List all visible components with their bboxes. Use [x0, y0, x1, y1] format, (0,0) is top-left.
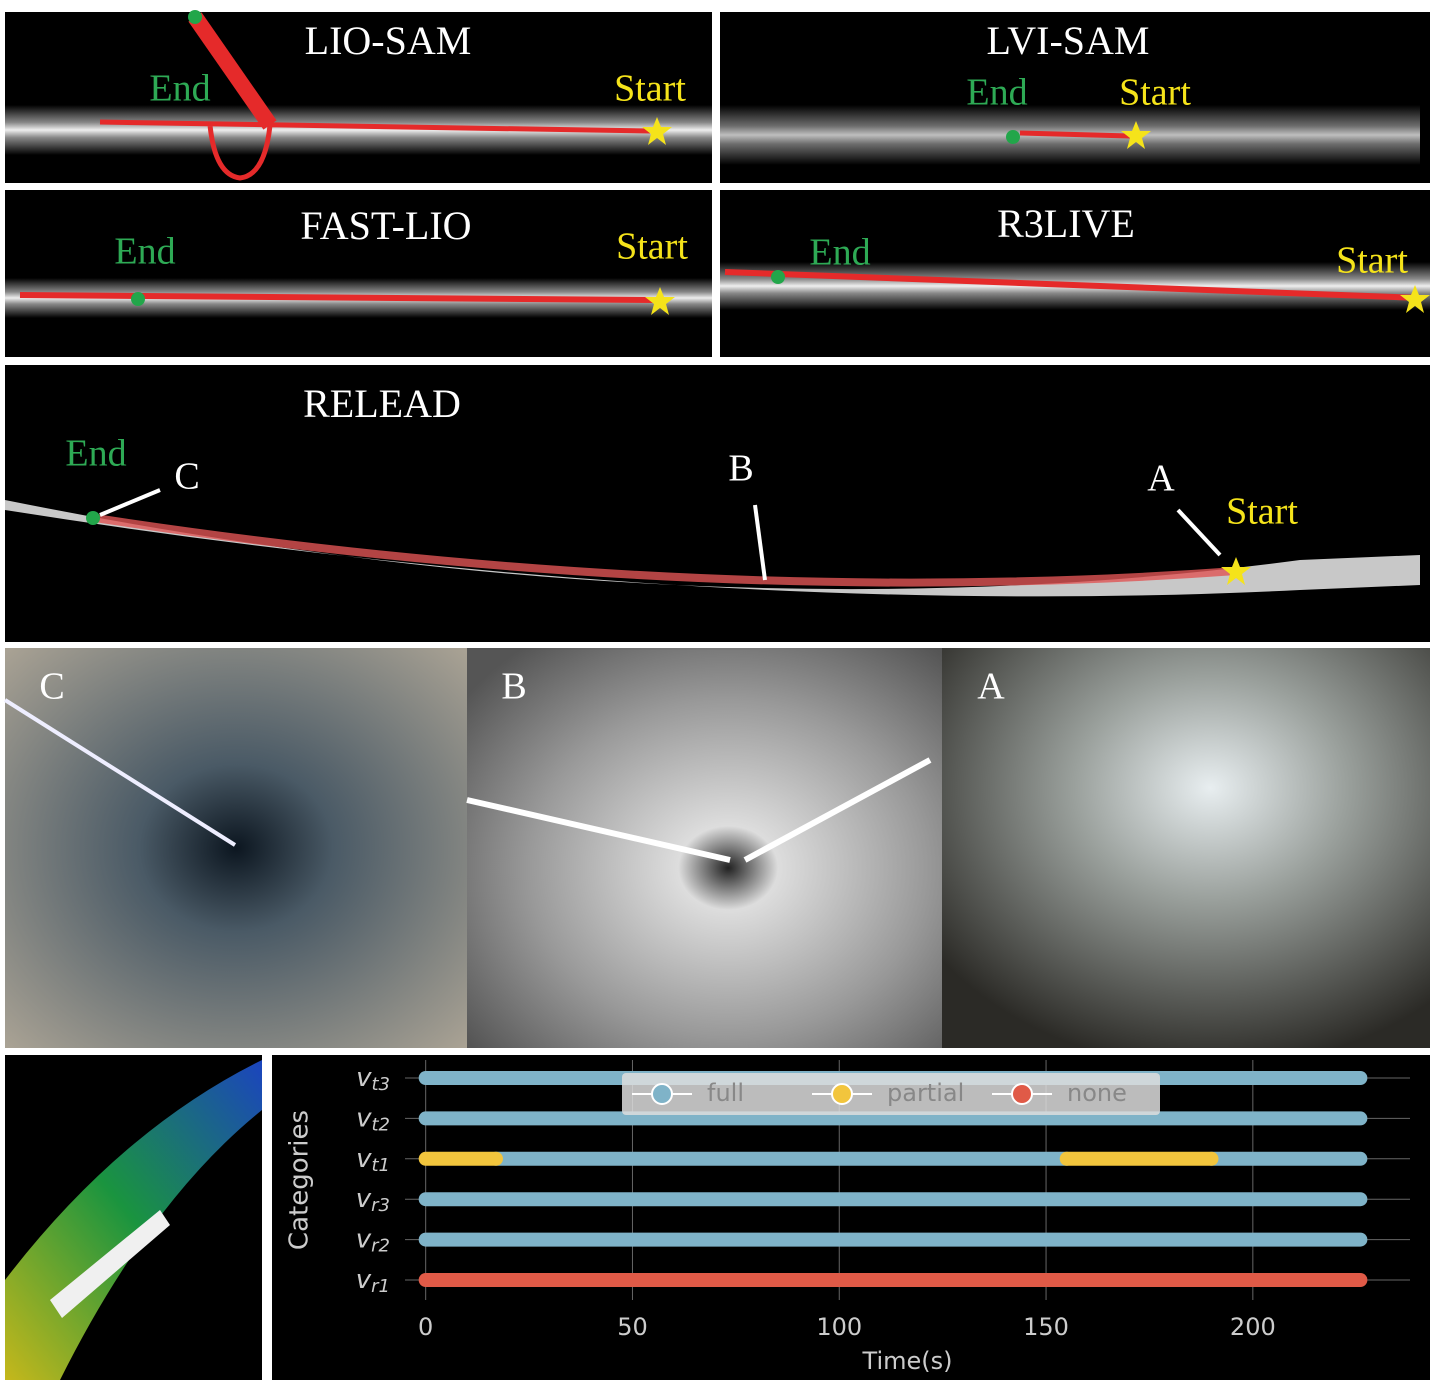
- legend-box: [622, 1073, 1160, 1115]
- start-label: Start: [1336, 240, 1408, 282]
- point-label: C: [174, 456, 199, 498]
- x-tick-label: 50: [617, 1313, 648, 1341]
- interval: [488, 1151, 1074, 1166]
- panel: [5, 365, 1430, 642]
- end-label: End: [809, 232, 870, 274]
- legend-label: full: [707, 1079, 744, 1107]
- x-tick-label: 100: [816, 1313, 862, 1341]
- start-label: Start: [616, 226, 688, 268]
- x-tick-label: 200: [1230, 1313, 1276, 1341]
- point-label: B: [728, 448, 753, 490]
- x-tick-label: 150: [1023, 1313, 1069, 1341]
- point-cloud: [5, 500, 1420, 597]
- interval: [1204, 1151, 1368, 1166]
- photo: [5, 648, 467, 1048]
- legend-marker: [831, 1083, 853, 1105]
- light-strip: [466, 797, 731, 863]
- end-label: End: [114, 231, 175, 273]
- light-strip: [3, 698, 237, 847]
- start-stars: [642, 117, 1430, 585]
- trajectory: [724, 269, 1421, 301]
- start-label: Start: [1119, 72, 1191, 114]
- photos: C B A: [3, 648, 1430, 1048]
- y-tick-label: vr1: [356, 1265, 390, 1298]
- trajectory: [188, 12, 277, 130]
- interval: [418, 1192, 1368, 1207]
- photo-label: C: [39, 666, 64, 708]
- interval: [418, 1273, 1368, 1287]
- interval: [418, 1151, 503, 1166]
- start-label: Start: [614, 68, 686, 110]
- interval: [418, 1232, 1368, 1247]
- photo: [942, 648, 1430, 1048]
- trajectory: [99, 119, 651, 181]
- x-tick-label: 0: [418, 1313, 433, 1341]
- y-axis-label: Categories: [285, 1110, 315, 1250]
- end-label: End: [149, 68, 210, 110]
- y-tick-label: vr2: [356, 1224, 390, 1257]
- point-label: A: [1147, 458, 1175, 500]
- y-tick-label: vr3: [356, 1184, 390, 1217]
- panel-title: LIO-SAM: [305, 18, 472, 63]
- end-label: End: [65, 433, 126, 475]
- panel-title: LVI-SAM: [987, 18, 1150, 63]
- interval: [1059, 1151, 1219, 1166]
- legend-label: none: [1067, 1079, 1127, 1107]
- panel-title: FAST-LIO: [300, 203, 471, 248]
- y-tick-label: vt1: [356, 1143, 390, 1176]
- legend-marker: [1011, 1083, 1033, 1105]
- chart: 0 50 100 150 200 vt3 vt2 vt1 vr3 vr2 vr1 Categories…: [285, 1060, 1410, 1375]
- photo: [467, 648, 942, 1048]
- start-label: Start: [1226, 491, 1298, 533]
- photo-label: A: [977, 666, 1005, 708]
- end-label: End: [966, 72, 1027, 114]
- panel-title: R3LIVE: [997, 201, 1135, 246]
- photo-label: B: [501, 666, 526, 708]
- light-strip: [743, 757, 932, 863]
- map-panels: LIO-SAM End Start LVI-SAM End Start FAST…: [5, 10, 1430, 642]
- panel-title: RELEAD: [303, 381, 461, 426]
- y-tick-label: vt3: [356, 1063, 390, 1096]
- end-dots: [86, 10, 1020, 525]
- x-axis-label: Time(s): [862, 1347, 953, 1375]
- trajectory: [1019, 130, 1131, 139]
- trajectory: [19, 292, 656, 303]
- legend-label: partial: [887, 1079, 964, 1107]
- trajectory: [94, 514, 1237, 587]
- callout-lines: [99, 488, 1222, 581]
- panel: [5, 190, 712, 357]
- legend-marker: [651, 1083, 673, 1105]
- y-tick-label: vt2: [356, 1103, 390, 1136]
- sensor-path: [50, 1210, 170, 1318]
